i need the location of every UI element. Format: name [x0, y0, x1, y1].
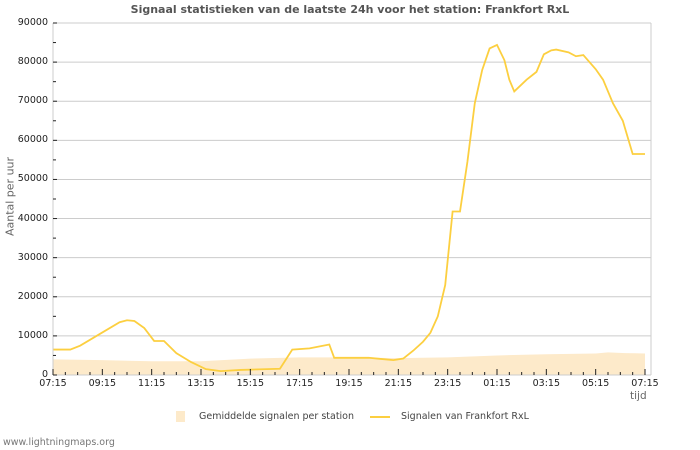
- x-tick-label: 01:15: [483, 378, 511, 389]
- x-tick-label: 05:15: [581, 378, 610, 389]
- legend-label-average: Gemiddelde signalen per station: [199, 411, 355, 422]
- x-tick-label: 07:15: [39, 378, 67, 389]
- y-tick-label: 90000: [17, 17, 48, 28]
- legend-label-station: Signalen van Frankfort RxL: [401, 411, 529, 422]
- x-tick-label: 07:15: [631, 378, 659, 389]
- x-tick-label: 15:15: [236, 378, 265, 389]
- x-tick-label: 23:15: [433, 378, 462, 389]
- x-tick-label: 17:15: [285, 378, 314, 389]
- x-tick-label: 11:15: [137, 378, 166, 389]
- x-tick-label: 21:15: [384, 378, 413, 389]
- y-tick-label: 50000: [17, 173, 48, 185]
- x-tick-label: 09:15: [88, 378, 117, 389]
- y-tick-label: 0: [41, 369, 48, 380]
- x-tick-label: 19:15: [335, 378, 363, 389]
- line-swatch-icon: [370, 415, 390, 418]
- x-tick-label: 13:15: [187, 378, 215, 389]
- y-tick-label: 10000: [17, 329, 48, 341]
- legend-item-average[interactable]: Gemiddelde signalen per station: [176, 411, 354, 422]
- x-tick-label: 03:15: [532, 378, 561, 389]
- y-tick-label: 60000: [17, 134, 48, 146]
- y-tick-label: 70000: [17, 95, 48, 107]
- area-swatch-icon: [176, 411, 185, 422]
- y-tick-label: 40000: [17, 212, 48, 224]
- legend-item-station[interactable]: Signalen van Frankfort RxL: [370, 411, 529, 422]
- footer-link[interactable]: www.lightningmaps.org: [3, 437, 115, 448]
- x-axis-label: tijd: [630, 390, 647, 402]
- y-tick-label: 80000: [17, 56, 48, 68]
- y-tick-label: 20000: [17, 290, 48, 302]
- chart-title: Signaal statistieken van de laatste 24h …: [130, 3, 570, 16]
- y-tick-label: 30000: [17, 251, 48, 263]
